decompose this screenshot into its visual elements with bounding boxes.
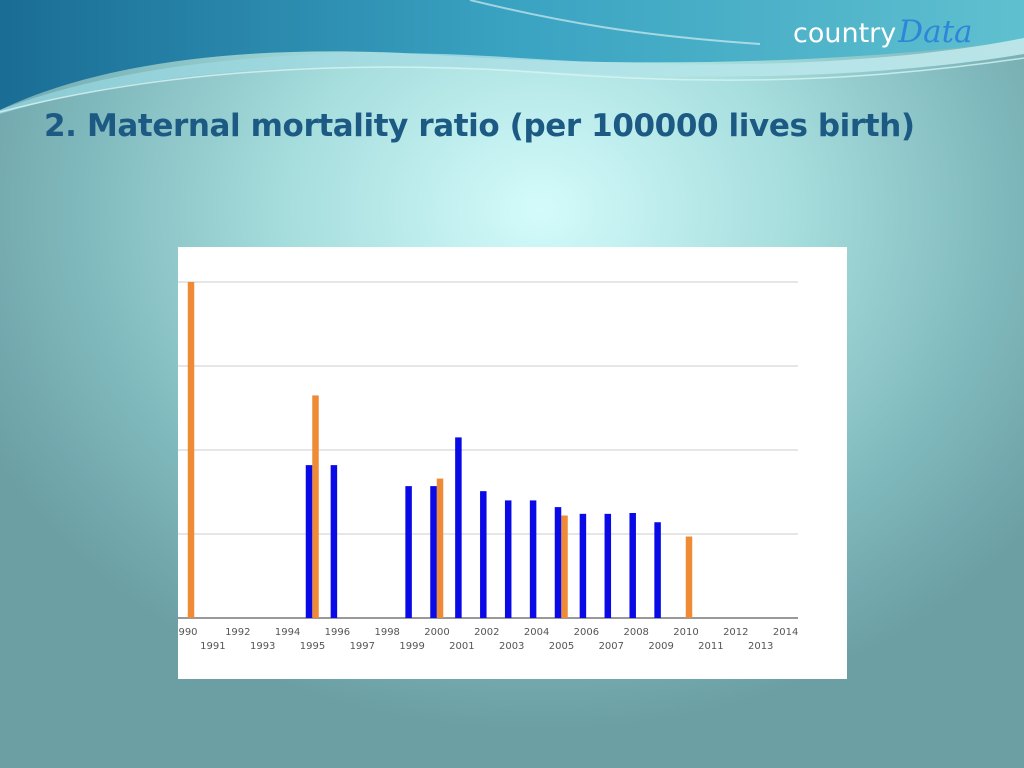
x-tick-label-top: 1992 (225, 627, 250, 638)
orange-bar-1995 (312, 395, 319, 618)
x-tick-label-top: 2002 (474, 627, 499, 638)
x-tick-label-top: 2010 (673, 627, 698, 638)
blue-bar-1995 (305, 465, 313, 618)
header-wave-decoration (0, 0, 1024, 114)
blue-bar-1996 (330, 465, 338, 618)
x-tick-label-bottom: 2005 (549, 641, 574, 652)
orange-bar-2000 (436, 478, 444, 618)
blue-bar-2002 (480, 491, 487, 618)
x-tick-label-bottom: 2001 (449, 641, 474, 652)
blue-bar-2009 (654, 522, 661, 618)
blue-bar-2008 (629, 513, 636, 618)
x-axis-ticks: 990 1992 1994 1996 1998 2000 2002 2004 2006 2008 2… (178, 627, 798, 652)
orange-bar-2005 (561, 515, 568, 618)
blue-bar-2000 (430, 486, 437, 618)
x-tick-label-top: 2012 (723, 627, 748, 638)
blue-bar-2004 (529, 500, 537, 618)
x-tick-label-bottom: 2003 (499, 641, 524, 652)
x-tick-label-bottom: 1995 (300, 641, 325, 652)
blue-bar-2001 (455, 437, 462, 618)
x-tick-label-top: 2004 (524, 627, 549, 638)
x-tick-label-top: 2006 (574, 627, 599, 638)
x-tick-label-bottom: 2007 (599, 641, 624, 652)
x-tick-label-bottom: 1991 (200, 641, 225, 652)
gridlines (178, 281, 798, 619)
x-tick-label-top: 2008 (623, 627, 648, 638)
x-tick-label-top: 2014 (773, 627, 798, 638)
blue-bar-2007 (604, 513, 612, 618)
x-tick-label-bottom: 2011 (698, 641, 723, 652)
x-tick-label-bottom: 1993 (250, 641, 275, 652)
x-tick-label-top: 990 (178, 627, 197, 638)
x-tick-label-bottom: 1997 (350, 641, 375, 652)
x-tick-label-bottom: 1999 (399, 641, 424, 652)
blue-bar-1999 (405, 486, 412, 618)
logo-accent: Data (898, 14, 973, 50)
blue-bar-2003 (504, 500, 512, 618)
x-tick-label-top: 2000 (424, 627, 449, 638)
orange-bar-1990 (187, 282, 195, 618)
logo-word: country (793, 18, 897, 49)
bars (187, 282, 693, 618)
x-tick-label-bottom: 2013 (748, 641, 773, 652)
x-tick-label-top: 1996 (325, 627, 350, 638)
blue-bar-2005 (554, 507, 562, 618)
chart-panel: 990 1992 1994 1996 1998 2000 2002 2004 2006 2008 2… (178, 247, 847, 679)
blue-bar-2006 (579, 513, 587, 618)
x-tick-label-top: 1998 (374, 627, 399, 638)
x-tick-label-top: 1994 (275, 627, 300, 638)
page-title: 2. Maternal mortality ratio (per 100000 … (44, 108, 915, 144)
countrydata-logo: country Data (793, 14, 973, 60)
bar-chart: 990 1992 1994 1996 1998 2000 2002 2004 2006 2008 2… (178, 281, 798, 652)
x-tick-label-bottom: 2009 (648, 641, 673, 652)
orange-bar-2010 (685, 536, 693, 618)
